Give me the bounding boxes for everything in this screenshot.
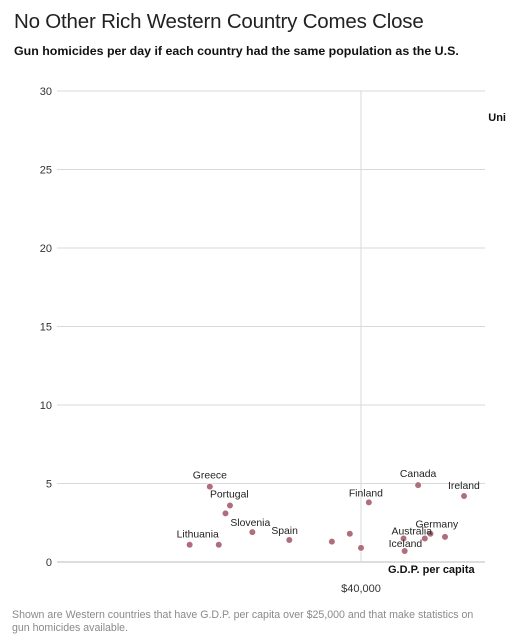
data-point bbox=[221, 509, 230, 517]
y-tick-label: 0 bbox=[46, 557, 52, 569]
data-point bbox=[414, 481, 422, 489]
data-point bbox=[248, 528, 256, 536]
point-label: Iceland bbox=[389, 539, 423, 550]
x-axis-ticks: $40,00060,00080,000100,000 bbox=[341, 583, 381, 595]
point-label: Australia bbox=[392, 526, 433, 537]
x-axis-title: G.D.P. per capita bbox=[388, 564, 475, 576]
point-label: United States bbox=[488, 112, 506, 124]
data-point bbox=[365, 498, 373, 506]
y-axis-ticks: 0 5 10 15 20 25 30 bbox=[40, 86, 52, 569]
data-point bbox=[426, 530, 435, 538]
y-tick-label: 20 bbox=[40, 243, 52, 255]
point-label: Lithuania bbox=[177, 530, 219, 541]
data-point bbox=[460, 492, 468, 500]
y-tick-label: 25 bbox=[40, 165, 52, 177]
point-label: Spain bbox=[271, 526, 298, 537]
chart-title: No Other Rich Western Country Comes Clos… bbox=[14, 10, 424, 33]
data-point bbox=[346, 530, 354, 538]
point-label: Finland bbox=[349, 488, 383, 499]
data-point bbox=[206, 483, 214, 491]
data-point bbox=[328, 537, 336, 546]
y-tick-label: 15 bbox=[40, 322, 52, 334]
y-tick-label: 10 bbox=[40, 400, 52, 412]
point-label: Slovenia bbox=[230, 518, 270, 529]
point-label: Canada bbox=[400, 469, 437, 480]
footnote: Shown are Western countries that have G.… bbox=[12, 609, 474, 634]
data-points bbox=[186, 481, 468, 555]
y-tick-label: 30 bbox=[40, 86, 52, 98]
data-point bbox=[357, 544, 365, 552]
data-point bbox=[441, 533, 449, 541]
point-labels: United States Greece Portugal SloveniaSpain… bbox=[177, 112, 506, 550]
data-point bbox=[186, 541, 194, 549]
point-label: Greece bbox=[193, 471, 227, 482]
data-point bbox=[215, 541, 223, 549]
y-tick-label: 5 bbox=[46, 479, 52, 491]
data-point bbox=[226, 501, 234, 510]
data-point bbox=[401, 547, 409, 555]
data-point bbox=[421, 534, 429, 543]
chart-subtitle: Gun homicides per day if each country ha… bbox=[14, 44, 459, 58]
point-label: Germany bbox=[415, 520, 459, 531]
point-label: Portugal bbox=[210, 489, 249, 500]
data-point bbox=[285, 536, 293, 544]
grid-lines bbox=[57, 90, 485, 563]
x-tick-label: $40,000 bbox=[341, 583, 381, 595]
point-label: Ireland bbox=[448, 481, 480, 492]
data-point bbox=[399, 534, 408, 543]
